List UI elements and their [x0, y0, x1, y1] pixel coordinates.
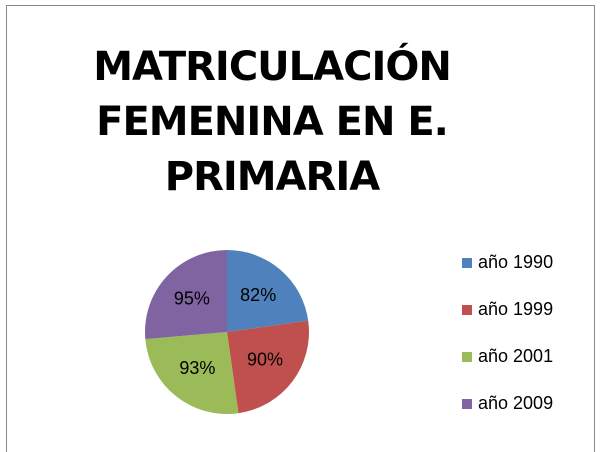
data-label: 82%	[240, 285, 276, 305]
legend-swatch	[462, 258, 472, 268]
legend-swatch	[462, 352, 472, 362]
data-label: 95%	[174, 289, 210, 309]
pie-slice	[227, 320, 309, 414]
pie-slice	[145, 332, 239, 414]
chart-title: MATRICULACIÓN FEMENINA EN E. PRIMARIA	[93, 44, 452, 200]
legend-label: año 2009	[478, 393, 553, 413]
data-label: 90%	[247, 349, 283, 369]
data-label: 93%	[179, 358, 215, 378]
legend-label: año 2001	[478, 346, 553, 366]
legend-label: año 1990	[478, 252, 553, 272]
pie-slice	[145, 250, 227, 340]
legend-label: año 1999	[478, 299, 553, 319]
chart-frame	[6, 5, 595, 452]
legend-swatch	[462, 399, 472, 409]
pie-slice	[227, 250, 309, 332]
legend-swatch	[462, 305, 472, 315]
